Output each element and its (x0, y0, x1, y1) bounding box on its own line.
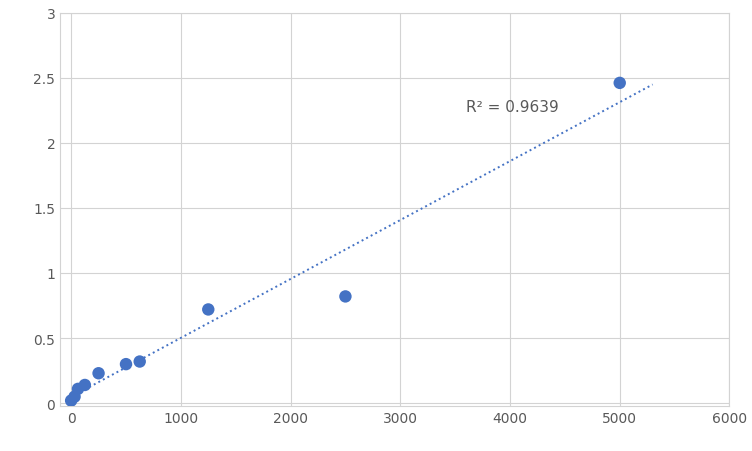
Text: R² = 0.9639: R² = 0.9639 (466, 100, 559, 115)
Point (202, 306, 214, 313)
Point (72, 386, 84, 393)
Point (65, 397, 77, 404)
Point (68, 393, 80, 400)
Point (79, 382, 91, 389)
Point (120, 361, 132, 368)
Point (614, 80, 626, 87)
Point (339, 293, 351, 300)
Point (134, 358, 146, 365)
Point (92, 370, 105, 377)
